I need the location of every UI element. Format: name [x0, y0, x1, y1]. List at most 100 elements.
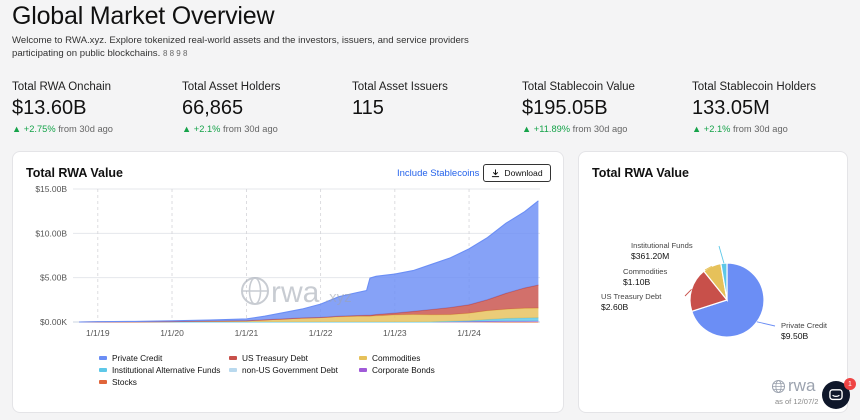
include-stablecoins-link[interactable]: Include Stablecoins — [397, 168, 480, 179]
stat-value: $195.05B — [522, 97, 608, 119]
pie-leader-institutional-funds — [718, 245, 725, 264]
delta-percent: +2.75% — [23, 124, 56, 134]
rwa-value-chart-card: Total RWA Value Include Stablecoins Down… — [12, 151, 564, 413]
rwa-watermark: rwa .xyz — [241, 276, 352, 309]
stat-delta: ▲ +11.89% from 30d ago — [522, 124, 690, 134]
delta-percent: +11.89% — [533, 124, 571, 134]
stat-delta: ▲ +2.1% from 30d ago — [182, 124, 350, 134]
stat-label: Total Stablecoin Holders — [692, 81, 817, 93]
up-arrow-icon: ▲ — [692, 124, 702, 134]
download-label: Download — [504, 168, 543, 178]
up-arrow-icon: ▲ — [522, 124, 532, 134]
delta-period: from 30d ago — [58, 124, 113, 134]
stat-label: Total Asset Issuers — [352, 81, 448, 93]
x-tick-label: 1/1/20 — [160, 328, 184, 338]
stat-total-rwa-onchain: Total RWA Onchain $13.60B ▲ +2.75% from … — [12, 81, 180, 134]
rwa-share-pie-card: Total RWA Value Institutional Funds $361… — [578, 151, 848, 413]
delta-period: from 30d ago — [733, 124, 788, 134]
chat-notification-badge: 1 — [844, 378, 856, 390]
pie-card-title: Total RWA Value — [592, 166, 690, 180]
y-tick-label: $5.00B — [40, 273, 67, 283]
chart-card-title: Total RWA Value — [26, 166, 124, 180]
pie-label-value: $9.50B — [781, 331, 809, 341]
pie-slice-institutional-funds[interactable] — [720, 262, 728, 301]
y-tick-label: $15.00B — [35, 184, 67, 194]
delta-period: from 30d ago — [223, 124, 278, 134]
pie-label-private-credit: Private Credit $9.50B — [781, 321, 827, 341]
stat-delta: ▲ +2.75% from 30d ago — [12, 124, 180, 134]
stat-label: Total Asset Holders — [182, 81, 281, 93]
pie-label-value: $361.20M — [631, 251, 670, 261]
up-arrow-icon: ▲ — [182, 124, 192, 134]
legend-label: non-US Government Debt — [242, 365, 338, 375]
legend-item-institutional-alternative-funds[interactable]: Institutional Alternative Funds — [99, 365, 220, 375]
intro-glyph: 8 8 9 8 — [162, 49, 188, 58]
legend-swatch — [359, 368, 367, 372]
x-tick-label: 1/1/19 — [86, 328, 110, 338]
legend-label: US Treasury Debt — [242, 353, 308, 363]
legend-label: Commodities — [372, 353, 421, 363]
legend-swatch — [99, 368, 107, 372]
x-tick-label: 1/1/24 — [457, 328, 481, 338]
legend-swatch — [229, 368, 237, 372]
line-private-credit — [79, 200, 539, 323]
legend-item-non-us-government-debt[interactable]: non-US Government Debt — [229, 365, 338, 375]
pie-label-name: US Treasury Debt — [601, 292, 662, 301]
area-us-treasury-debt — [79, 285, 539, 322]
page-intro: Welcome to RWA.xyz. Explore tokenized re… — [12, 34, 502, 60]
up-arrow-icon: ▲ — [12, 124, 22, 134]
legend-item-commodities[interactable]: Commodities — [359, 353, 420, 363]
stat-value: 115 — [352, 97, 384, 119]
page-title: Global Market Overview — [12, 2, 275, 30]
pie-leader-commodities — [704, 265, 713, 271]
watermark-text: rwa — [271, 276, 320, 309]
intro-text: Welcome to RWA.xyz. Explore tokenized re… — [12, 35, 469, 59]
pie-leader-private-credit — [756, 321, 776, 327]
stat-total-stablecoin-value: Total Stablecoin Value $195.05B ▲ +11.89… — [522, 81, 690, 134]
legend-swatch — [359, 356, 367, 360]
x-tick-label: 1/1/23 — [383, 328, 407, 338]
pie-slice-us-treasury-debt[interactable] — [689, 270, 729, 313]
x-tick-label: 1/1/22 — [309, 328, 333, 338]
download-button[interactable]: Download — [483, 164, 551, 182]
legend-label: Institutional Alternative Funds — [112, 365, 221, 375]
pie-label-name: Private Credit — [781, 321, 828, 330]
download-icon — [492, 168, 500, 177]
as-of-date: as of 12/07/2 — [775, 397, 819, 406]
legend-label: Corporate Bonds — [372, 365, 435, 375]
legend-item-stocks[interactable]: Stocks — [99, 377, 137, 387]
stat-total-asset-holders: Total Asset Holders 66,865 ▲ +2.1% from … — [182, 81, 350, 134]
delta-percent: +2.1% — [193, 124, 221, 134]
pie-label-name: Commodities — [623, 267, 668, 276]
legend-swatch — [99, 356, 107, 360]
pie-label-us-treasury-debt: US Treasury Debt $2.60B — [601, 292, 661, 312]
stat-total-asset-issuers: Total Asset Issuers 115 — [352, 81, 520, 120]
pie-label-commodities: Commodities $1.10B — [623, 267, 667, 287]
legend-swatch — [99, 380, 107, 384]
stat-label: Total Stablecoin Value — [522, 81, 635, 93]
stat-label: Total RWA Onchain — [12, 81, 112, 93]
rwa-watermark-small: rwa — [771, 376, 815, 396]
pie-label-name: Institutional Funds — [631, 241, 693, 250]
legend-item-corporate-bonds[interactable]: Corporate Bonds — [359, 365, 435, 375]
delta-percent: +2.1% — [703, 124, 731, 134]
stacked-area-chart: $0.00K $5.00B $10.00B $15.00B 1/1/19 1/1/20 1/… — [35, 184, 540, 338]
legend-item-us-treasury-debt[interactable]: US Treasury Debt — [229, 353, 308, 363]
pie-slice-private-credit[interactable] — [691, 262, 765, 338]
legend-swatch — [229, 356, 237, 360]
delta-period: from 30d ago — [572, 124, 628, 134]
stat-delta: ▲ +2.1% from 30d ago — [692, 124, 860, 134]
area-commodities — [79, 308, 539, 322]
pie-label-institutional-funds: Institutional Funds $361.20M — [631, 241, 693, 261]
x-tick-label: 1/1/21 — [235, 328, 259, 338]
watermark-text: rwa — [788, 376, 816, 395]
legend-item-private-credit[interactable]: Private Credit — [99, 353, 162, 363]
stat-value: 66,865 — [182, 97, 244, 119]
globe-icon — [771, 379, 786, 393]
pie-leader-us-treasury-debt — [684, 289, 692, 297]
pie-label-value: $1.10B — [623, 277, 651, 287]
y-tick-label: $10.00B — [35, 228, 67, 238]
chat-icon — [829, 388, 843, 400]
stat-value: $13.60B — [12, 97, 87, 119]
